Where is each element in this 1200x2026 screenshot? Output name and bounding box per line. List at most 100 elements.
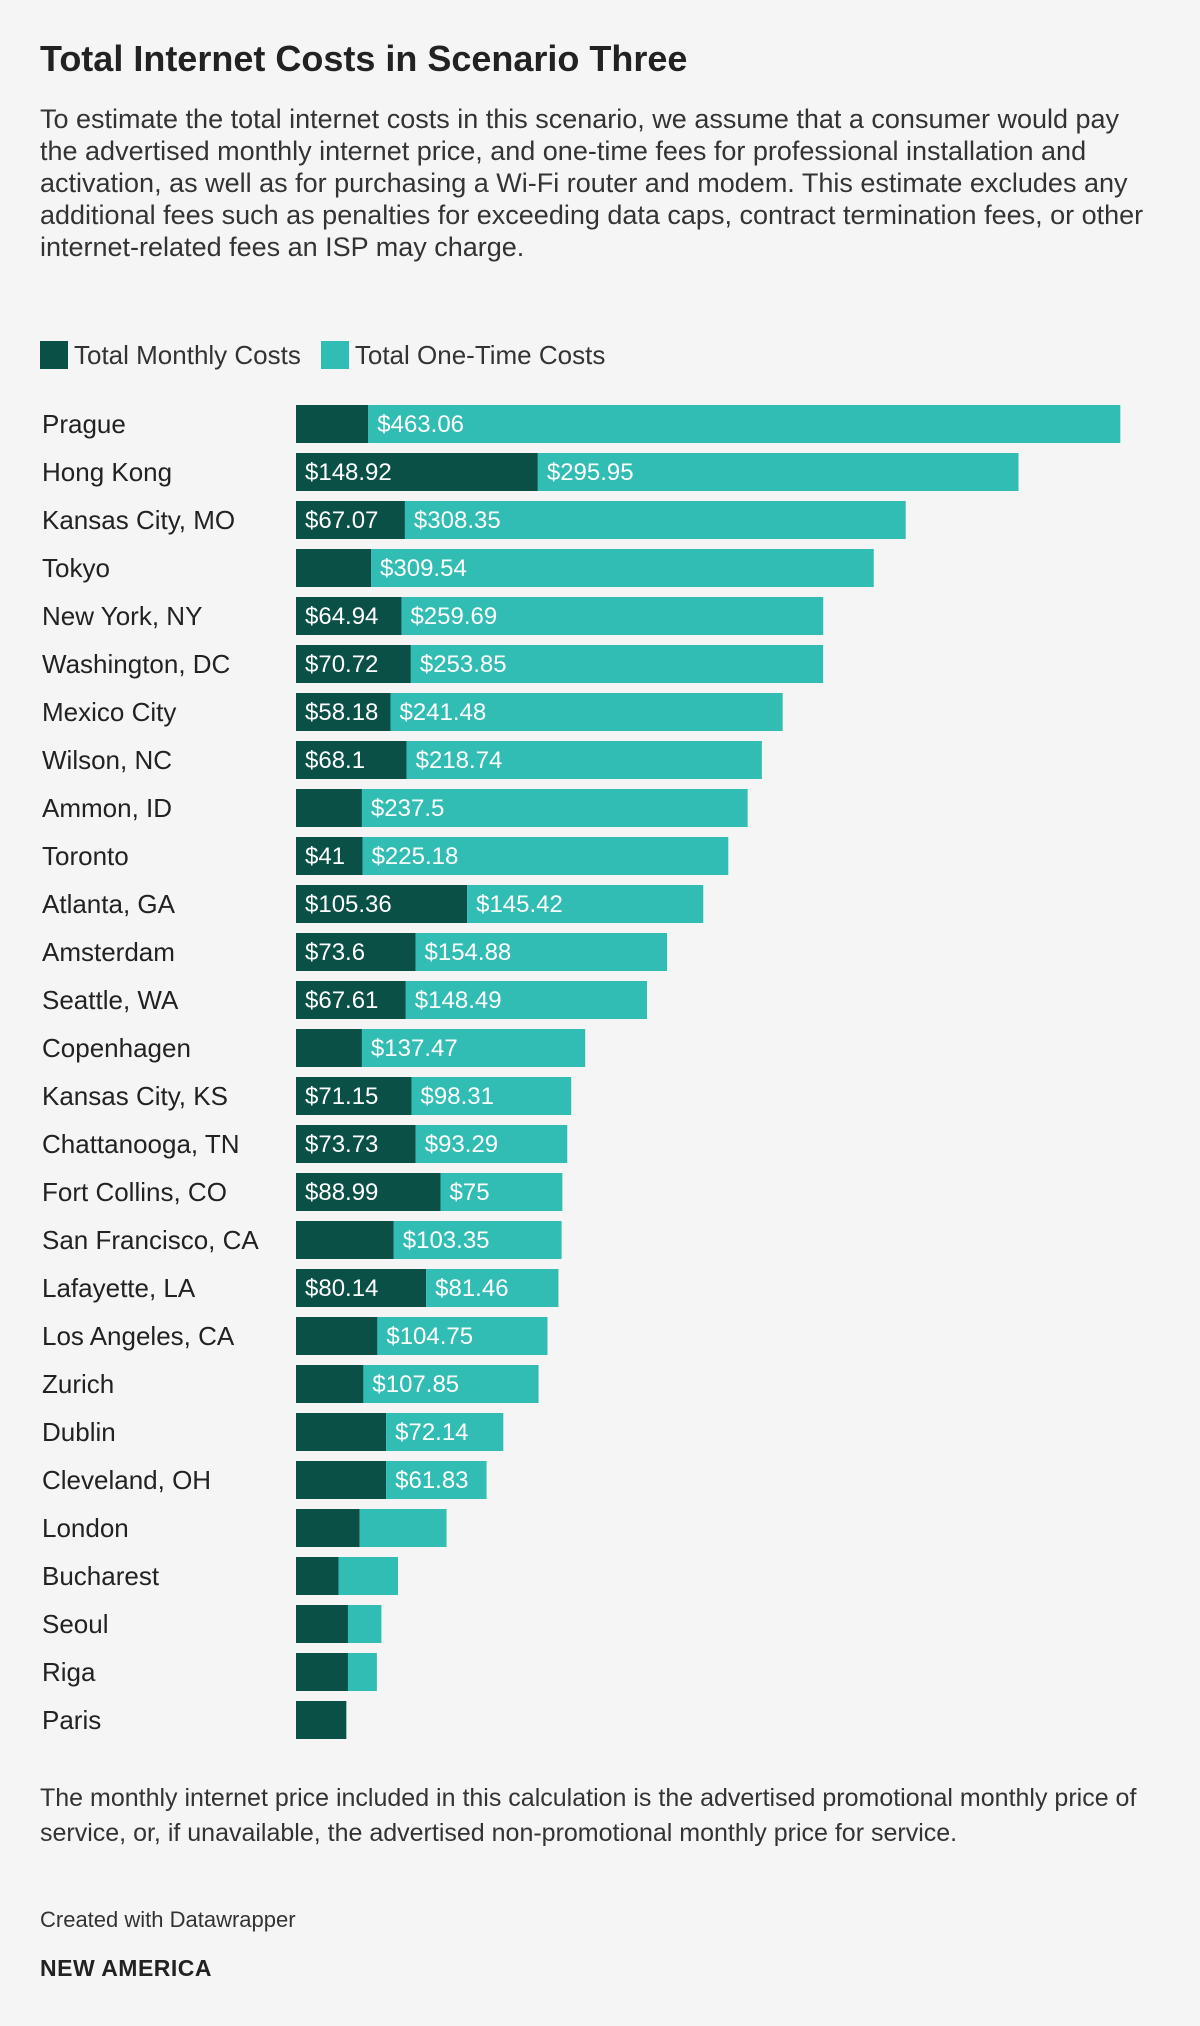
bar-monthly	[296, 1221, 394, 1259]
bar-monthly	[296, 981, 406, 1019]
bar-onetime	[393, 1221, 562, 1259]
bar-monthly	[296, 789, 362, 827]
value-label-onetime: $104.75	[386, 1323, 473, 1350]
value-label-onetime: $145.42	[476, 891, 563, 918]
bar-onetime	[386, 1413, 504, 1451]
category-label: Lafayette, LA	[42, 1273, 196, 1303]
bar-onetime	[363, 1365, 539, 1403]
bar-onetime	[415, 1125, 568, 1163]
value-label-onetime: $103.35	[403, 1227, 490, 1254]
bar-onetime	[390, 693, 783, 731]
bar-row-amsterdam: Amsterdam $73.6 $154.88	[42, 933, 668, 971]
legend-label-onetime: Total One-Time Costs	[354, 339, 606, 370]
bar-monthly	[296, 741, 407, 779]
bar-monthly	[296, 1461, 387, 1499]
bar-monthly	[296, 549, 372, 587]
category-label: Paris	[42, 1705, 101, 1735]
category-label: Amsterdam	[42, 937, 175, 967]
value-label-monthly: $71.15	[305, 1083, 378, 1110]
chart-title: Total Internet Costs in Scenario Three	[40, 38, 688, 79]
legend: Total Monthly Costs Total One-Time Costs	[40, 338, 625, 372]
bar-onetime	[347, 1653, 377, 1691]
category-label: Tokyo	[42, 553, 110, 583]
bar-row-london: London	[42, 1509, 447, 1547]
bar-monthly	[296, 1365, 364, 1403]
bar-row-lafayette-la: Lafayette, LA $80.14 $81.46	[42, 1269, 559, 1307]
value-label-monthly: $67.07	[305, 507, 378, 534]
bar-onetime	[405, 981, 647, 1019]
bar-onetime	[404, 501, 906, 539]
bar-row-riga: Riga	[42, 1653, 377, 1691]
bar-onetime	[386, 1461, 487, 1499]
bar-monthly	[296, 1125, 416, 1163]
value-label-onetime: $61.83	[395, 1467, 468, 1494]
category-label: Riga	[42, 1657, 96, 1687]
category-label: Seoul	[42, 1609, 109, 1639]
value-label-onetime: $308.35	[414, 507, 501, 534]
category-label: Los Angeles, CA	[42, 1321, 235, 1351]
bar-chart-svg: Prague $463.06 Hong Kong $148.92 $295.95 Kans…	[42, 405, 1121, 1739]
bar-monthly	[296, 693, 391, 731]
bar-row-prague: Prague $463.06	[42, 405, 1121, 443]
category-label: Kansas City, MO	[42, 505, 235, 535]
bar-onetime	[406, 741, 762, 779]
value-label-monthly: $58.18	[305, 699, 378, 726]
value-label-onetime: $81.46	[435, 1275, 508, 1302]
bar-onetime	[347, 1605, 382, 1643]
category-label: New York, NY	[42, 601, 202, 631]
value-label-onetime: $309.54	[380, 555, 467, 582]
bar-monthly	[296, 645, 411, 683]
bar-row-ammon-id: Ammon, ID $237.5	[42, 789, 748, 827]
value-label-onetime: $218.74	[416, 747, 503, 774]
bar-onetime	[338, 1557, 398, 1595]
bar-onetime	[368, 405, 1121, 443]
bar-monthly	[296, 1509, 360, 1547]
value-label-monthly: $80.14	[305, 1275, 378, 1302]
bar-row-los-angeles-ca: Los Angeles, CA $104.75	[42, 1317, 548, 1355]
bar-onetime	[361, 1029, 586, 1067]
value-label-onetime: $295.95	[547, 459, 634, 486]
category-label: Fort Collins, CO	[42, 1177, 227, 1207]
bar-monthly	[296, 501, 405, 539]
bar-monthly	[296, 1317, 378, 1355]
value-label-onetime: $463.06	[377, 411, 464, 438]
legend-swatch-monthly	[40, 341, 68, 369]
bar-monthly	[296, 933, 416, 971]
value-label-monthly: $41	[305, 843, 345, 870]
bar-monthly	[296, 405, 369, 443]
bar-row-san-francisco-ca: San Francisco, CA $103.35	[42, 1221, 562, 1259]
bar-row-paris: Paris	[42, 1701, 347, 1739]
bar-monthly	[296, 837, 363, 875]
chart-notes: The monthly internet price included in t…	[40, 1784, 1137, 1847]
bar-onetime	[361, 789, 748, 827]
bar-monthly	[296, 597, 402, 635]
bar-onetime	[415, 933, 668, 971]
bar-onetime	[359, 1509, 447, 1547]
category-label: Dublin	[42, 1417, 116, 1447]
bar-monthly	[296, 885, 468, 923]
value-label-onetime: $237.5	[371, 795, 444, 822]
bar-onetime	[537, 453, 1019, 491]
value-label-monthly: $67.61	[305, 987, 378, 1014]
bar-row-dublin: Dublin $72.14	[42, 1413, 504, 1451]
bar-row-bucharest: Bucharest	[42, 1557, 398, 1595]
credit-line: Created with Datawrapper	[40, 1907, 296, 1932]
value-label-onetime: $72.14	[395, 1419, 468, 1446]
chart-description: To estimate the total internet costs in …	[40, 104, 1144, 262]
legend-item-onetime: Total One-Time Costs	[320, 339, 606, 371]
value-label-monthly: $88.99	[305, 1179, 378, 1206]
bar-onetime	[377, 1317, 548, 1355]
category-label: Hong Kong	[42, 457, 172, 487]
value-label-monthly: $64.94	[305, 603, 378, 630]
bar-onetime	[426, 1269, 559, 1307]
bar-row-copenhagen: Copenhagen $137.47	[42, 1029, 586, 1067]
value-label-onetime: $98.31	[421, 1083, 494, 1110]
bar-row-kansas-city-mo: Kansas City, MO $67.07 $308.35	[42, 501, 906, 539]
value-label-monthly: $73.73	[305, 1131, 378, 1158]
bar-row-wilson-nc: Wilson, NC $68.1 $218.74	[42, 741, 762, 779]
bar-monthly	[296, 1701, 347, 1739]
bar-row-seoul: Seoul	[42, 1605, 382, 1643]
category-label: Ammon, ID	[42, 793, 172, 823]
bar-row-washington-dc: Washington, DC $70.72 $253.85	[42, 645, 824, 683]
bar-chart: Prague $463.06 Hong Kong $148.92 $295.95 Kans…	[40, 400, 1160, 1745]
